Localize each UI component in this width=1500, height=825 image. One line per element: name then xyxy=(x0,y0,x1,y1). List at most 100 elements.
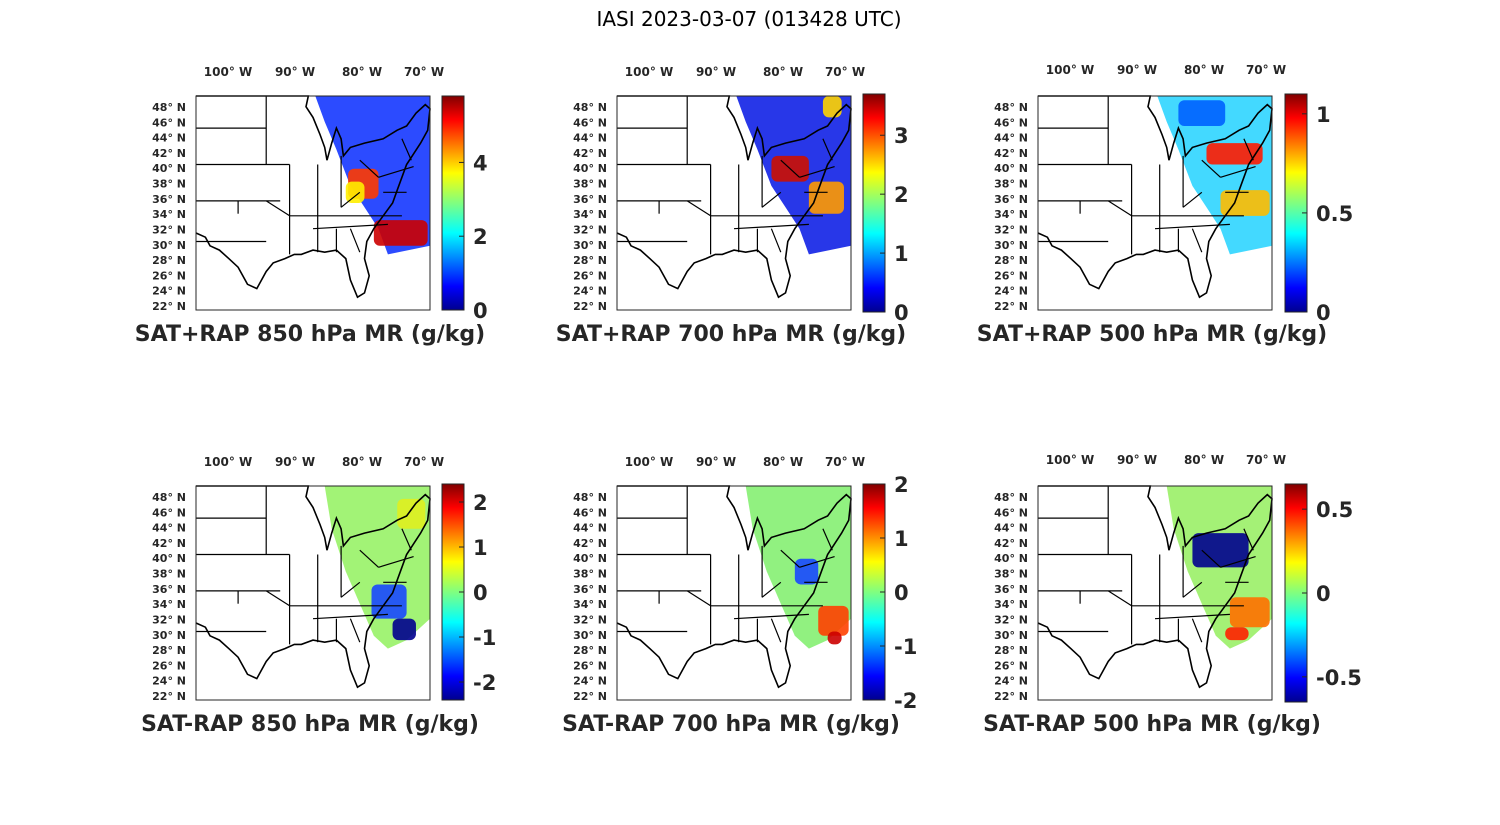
lat-label: 44° N xyxy=(152,132,186,145)
state-boundary xyxy=(265,200,290,217)
lat-label: 34° N xyxy=(573,598,607,611)
colorbar-tick-label: -0.5 xyxy=(1316,666,1362,690)
lat-label: 32° N xyxy=(573,223,607,236)
lat-label: 30° N xyxy=(573,629,607,642)
state-boundary xyxy=(1201,549,1221,568)
state-boundary xyxy=(1220,166,1256,178)
lon-label: 90° W xyxy=(696,455,736,469)
lat-label: 26° N xyxy=(152,659,186,672)
panel-title: SAT-RAP 700 hPa MR (g/kg) xyxy=(562,712,900,737)
lat-label: 32° N xyxy=(152,223,186,236)
state-boundary xyxy=(349,228,361,253)
colorbar-tick-label: 0 xyxy=(894,301,909,325)
lat-label: 26° N xyxy=(573,659,607,672)
state-boundary xyxy=(1182,581,1203,598)
colorbar-tick-label: -1 xyxy=(894,635,917,659)
state-boundary xyxy=(349,618,361,643)
state-boundary xyxy=(359,549,379,568)
state-boundary xyxy=(780,549,800,568)
lat-label: 26° N xyxy=(994,659,1028,672)
lat-label: 34° N xyxy=(152,598,186,611)
swath-anomaly xyxy=(1178,100,1226,126)
panel-title: SAT-RAP 500 hPa MR (g/kg) xyxy=(983,712,1321,737)
lat-label: 46° N xyxy=(994,116,1028,129)
lat-label: 26° N xyxy=(573,269,607,282)
panel-title: SAT+RAP 700 hPa MR (g/kg) xyxy=(556,322,906,347)
lat-label: 40° N xyxy=(152,552,186,565)
swath-anomaly xyxy=(392,618,416,641)
state-boundary xyxy=(1154,613,1230,620)
lat-label: 48° N xyxy=(573,491,607,504)
lat-label: 22° N xyxy=(573,300,607,313)
lat-label: 24° N xyxy=(573,285,607,298)
state-boundary xyxy=(1191,228,1203,253)
lat-label: 48° N xyxy=(994,491,1028,504)
lat-label: 46° N xyxy=(573,116,607,129)
state-boundary xyxy=(378,556,414,568)
lat-label: 44° N xyxy=(994,522,1028,535)
lon-label: 80° W xyxy=(1184,453,1224,467)
lon-label: 100° W xyxy=(204,65,252,79)
state-boundary xyxy=(1243,528,1254,551)
lat-label: 38° N xyxy=(573,568,607,581)
lat-label: 30° N xyxy=(152,239,186,252)
coastline xyxy=(1037,485,1273,689)
swath-anomaly xyxy=(794,558,819,585)
state-boundary xyxy=(401,528,412,551)
swath-anomaly xyxy=(808,181,844,214)
lat-label: 30° N xyxy=(152,629,186,642)
lat-label: 44° N xyxy=(152,522,186,535)
coastline xyxy=(195,485,431,689)
state-boundary xyxy=(1182,191,1203,208)
state-boundary xyxy=(733,223,809,230)
lat-label: 30° N xyxy=(573,239,607,252)
lat-label: 22° N xyxy=(994,690,1028,703)
lat-label: 38° N xyxy=(152,568,186,581)
lat-label: 24° N xyxy=(152,675,186,688)
state-boundary xyxy=(799,166,835,178)
lat-label: 24° N xyxy=(152,285,186,298)
coastline xyxy=(616,95,852,299)
map-frame xyxy=(1037,485,1273,701)
state-boundary xyxy=(1154,223,1230,230)
state-boundary xyxy=(770,618,782,643)
colorbar-tick-label: 3 xyxy=(894,124,909,148)
lat-label: 36° N xyxy=(152,583,186,596)
lat-label: 42° N xyxy=(152,147,186,160)
state-boundary xyxy=(799,556,835,568)
lat-label: 48° N xyxy=(573,101,607,114)
lat-label: 38° N xyxy=(994,568,1028,581)
colorbar-tick-label: -2 xyxy=(894,689,917,713)
lon-label: 80° W xyxy=(763,65,803,79)
lat-label: 42° N xyxy=(573,537,607,550)
colorbar-tick-label: 2 xyxy=(473,225,488,249)
lat-label: 46° N xyxy=(152,116,186,129)
state-boundary xyxy=(340,191,361,208)
state-boundary xyxy=(822,528,833,551)
map-frame xyxy=(195,485,431,701)
state-boundary xyxy=(822,138,833,161)
lat-label: 38° N xyxy=(994,178,1028,191)
colorbar-tick-label: 0 xyxy=(1316,301,1331,325)
lon-label: 80° W xyxy=(763,455,803,469)
panel-title: SAT+RAP 500 hPa MR (g/kg) xyxy=(977,322,1327,347)
colorbar-tick-label: 0 xyxy=(473,299,488,323)
state-boundary xyxy=(686,200,711,217)
swath-anomaly xyxy=(397,498,426,529)
swath-anomaly xyxy=(1206,143,1263,165)
colorbar-tick-label: 4 xyxy=(473,151,488,175)
swath-anomaly xyxy=(822,96,842,118)
lat-label: 32° N xyxy=(152,613,186,626)
lat-label: 36° N xyxy=(573,193,607,206)
state-boundary xyxy=(780,159,800,178)
lat-label: 46° N xyxy=(152,506,186,519)
state-boundary xyxy=(1107,590,1132,607)
swath-anomaly xyxy=(1225,627,1249,641)
lat-label: 42° N xyxy=(994,537,1028,550)
lon-label: 70° W xyxy=(825,455,865,469)
state-boundary xyxy=(1220,556,1256,568)
lat-label: 42° N xyxy=(573,147,607,160)
lat-label: 32° N xyxy=(573,613,607,626)
lon-label: 70° W xyxy=(404,455,444,469)
